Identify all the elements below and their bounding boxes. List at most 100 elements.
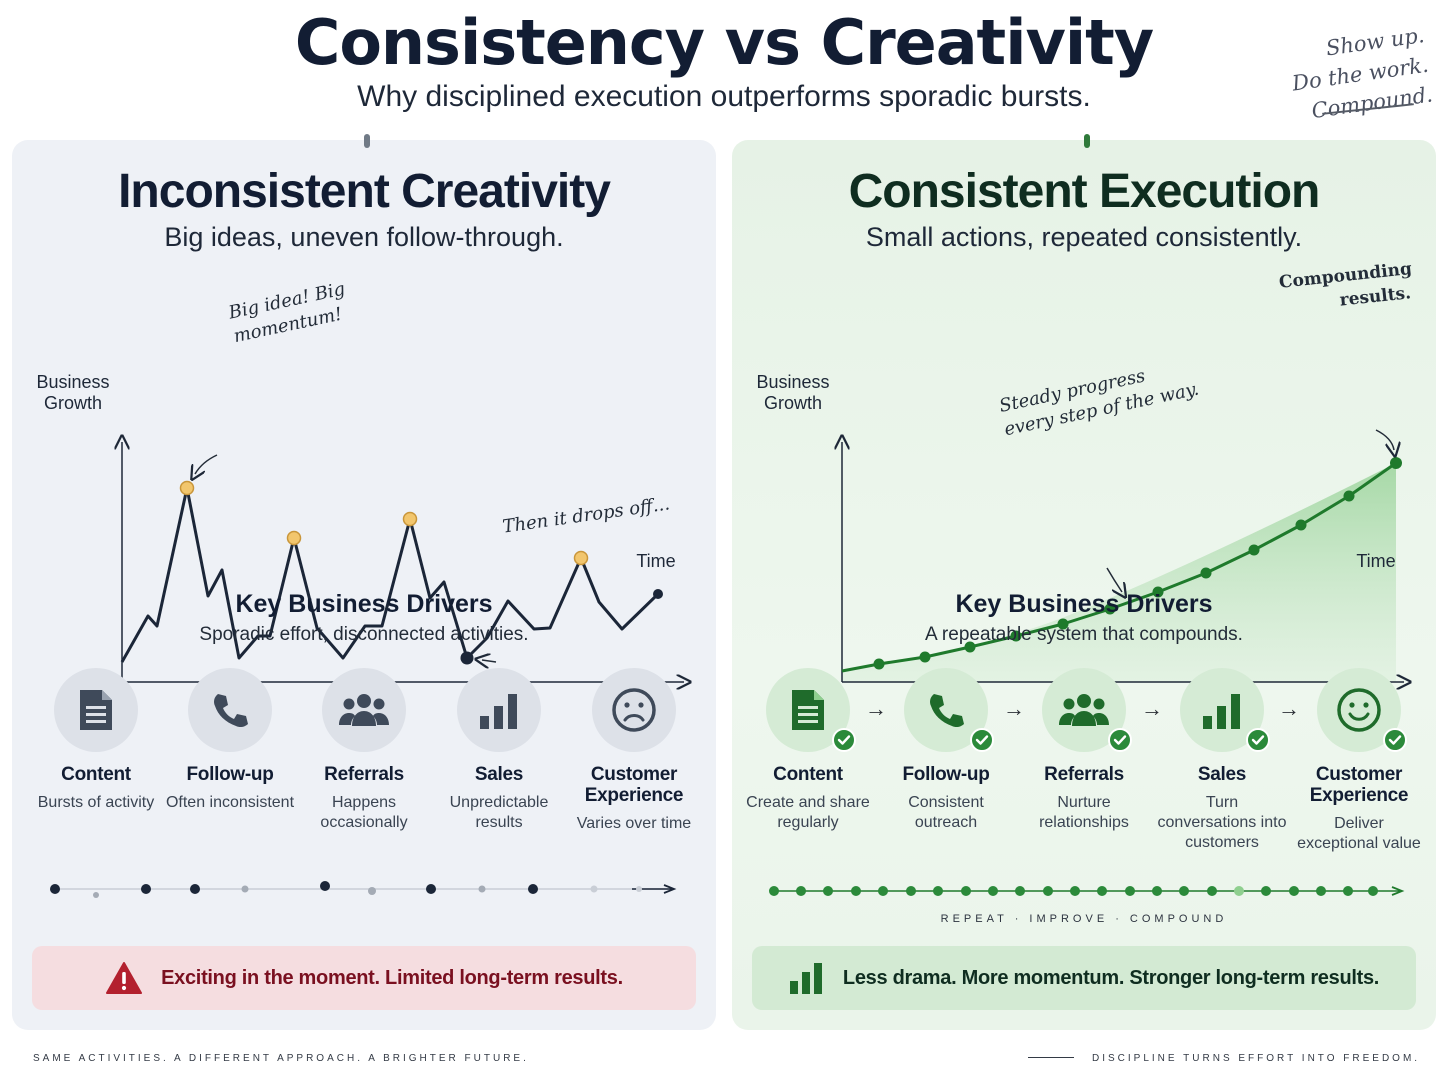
driver-name: Follow-up (902, 764, 990, 785)
timeline-dot (1097, 886, 1107, 896)
growth-markers (873, 457, 1402, 670)
document-icon (80, 690, 112, 730)
compounding-growth-chart (732, 429, 1436, 580)
driver-name: Sales (1197, 764, 1247, 785)
peak-marker (573, 550, 589, 566)
growth-marker (1200, 567, 1212, 579)
peak-note-arrow (195, 454, 218, 474)
y-axis-label: Business Growth (36, 372, 110, 413)
people-icon (339, 694, 389, 726)
timeline-dot (1316, 886, 1326, 896)
panel-subtitle: Small actions, repeated consistently. (865, 222, 1303, 252)
timeline-dot (878, 886, 888, 896)
driver-desc: Varies over time (576, 815, 692, 832)
check-icon (970, 728, 994, 752)
driver-referrals: Referrals Nurture relationships (1017, 668, 1151, 833)
growth-area (842, 463, 1396, 682)
driver-follow-up: Follow-up Consistent outreach (879, 668, 1013, 833)
growth-marker (919, 651, 931, 663)
timeline-dot (1043, 886, 1053, 896)
volatile-growth-chart (12, 280, 716, 580)
people-icon (1059, 694, 1109, 726)
x-axis-label: Time (636, 551, 676, 571)
steady-dots-timeline (769, 886, 1405, 896)
growth-marker (1390, 457, 1402, 469)
growth-marker (1295, 519, 1307, 531)
volatile-growth-line (120, 486, 660, 663)
main-title: Consistency vs Creativity (294, 6, 1154, 79)
timeline-dot (906, 886, 916, 896)
sad-face-icon (612, 688, 656, 732)
driver-name: Referrals (324, 764, 404, 785)
check-icon (1246, 728, 1270, 752)
timeline-dot (241, 885, 249, 893)
flow-arrow-icon: → (865, 696, 887, 721)
timeline-dot (320, 881, 330, 891)
driver-desc: Nurture relationships (1039, 794, 1129, 831)
driver-desc: Happens occasionally (320, 794, 408, 831)
compound-note-arrow (1375, 429, 1394, 450)
driver-desc: Deliver exceptional value (1297, 815, 1421, 852)
warning-banner: Exciting in the moment. Limited long-ter… (32, 946, 696, 1010)
driver-desc: Often inconsistent (165, 794, 295, 811)
driver-desc: Turn conversations into customers (1157, 794, 1287, 851)
document-icon (792, 690, 824, 730)
panel-subtitle: Big ideas, uneven follow-through. (164, 222, 564, 252)
growth-marker (1248, 544, 1260, 556)
timeline-dot (961, 886, 971, 896)
driver-content: Content Create and share regularly (741, 668, 875, 833)
timeline-dot (1289, 886, 1299, 896)
end-marker (653, 589, 663, 599)
driver-name: Sales (474, 764, 524, 785)
y-axis-label: Business Growth (756, 372, 830, 413)
growth-marker (1010, 630, 1022, 642)
timeline-dot (1152, 886, 1162, 896)
timeline-dot (590, 885, 598, 893)
driver-desc: Create and share regularly (746, 794, 870, 831)
timeline-dot (988, 886, 998, 896)
peak-marker (286, 530, 302, 546)
timeline-dot (823, 886, 833, 896)
growth-marker (1057, 618, 1069, 630)
drivers-subtitle: A repeatable system that compounds. (925, 624, 1243, 645)
timeline-dot (528, 884, 538, 894)
check-icon (1383, 728, 1407, 752)
timeline-dot (190, 884, 200, 894)
growth-bars-icon (789, 963, 822, 994)
banner-text: Exciting in the moment. Limited long-ter… (161, 966, 623, 989)
timeline-dot (1261, 886, 1271, 896)
driver-name: Content (773, 764, 843, 785)
timeline-dot (93, 892, 99, 898)
timeline-dots (769, 886, 1378, 896)
timeline-dot (1368, 886, 1378, 896)
timeline-dot (1179, 886, 1189, 896)
timeline-dot (1343, 886, 1353, 896)
timeline-dot (478, 885, 486, 893)
driver-desc: Consistent outreach (908, 794, 984, 831)
timeline-dot (636, 886, 642, 892)
drop-marker (460, 651, 474, 665)
flow-arrow-icon: → (1003, 696, 1025, 721)
footer-divider (1028, 1057, 1074, 1058)
sporadic-dots-timeline (50, 881, 677, 898)
check-icon (1108, 728, 1132, 752)
timeline-dot (1234, 886, 1244, 896)
timeline-dot (1070, 886, 1080, 896)
driver-sales: Sales Turn conversations into customers (1155, 668, 1289, 853)
timeline-dot (50, 884, 60, 894)
timeline-dot (1207, 886, 1217, 896)
panel-title: Inconsistent Creativity (118, 165, 611, 218)
check-icon (832, 728, 856, 752)
cycle-label: REPEAT · IMPROVE · COMPOUND (940, 913, 1228, 925)
panel-title: Consistent Execution (848, 165, 1321, 218)
driver-name: Follow-up (186, 764, 274, 785)
peak-marker (179, 480, 195, 496)
phone-icon (930, 694, 964, 728)
footer-left: SAME ACTIVITIES. A DIFFERENT APPROACH. A… (33, 1053, 529, 1064)
bar-chart-icon (1203, 694, 1240, 729)
driver-customer-experience: Customer Experience Varies over time (567, 668, 701, 834)
timeline-dot (933, 886, 943, 896)
growth-marker (1152, 586, 1164, 598)
bar-chart-icon (480, 694, 517, 729)
driver-desc: Unpredictable results (449, 794, 549, 831)
